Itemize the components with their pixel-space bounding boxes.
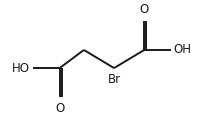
- Text: O: O: [55, 102, 64, 115]
- Text: O: O: [140, 3, 149, 16]
- Text: Br: Br: [108, 73, 121, 86]
- Text: HO: HO: [12, 62, 30, 75]
- Text: OH: OH: [174, 43, 192, 56]
